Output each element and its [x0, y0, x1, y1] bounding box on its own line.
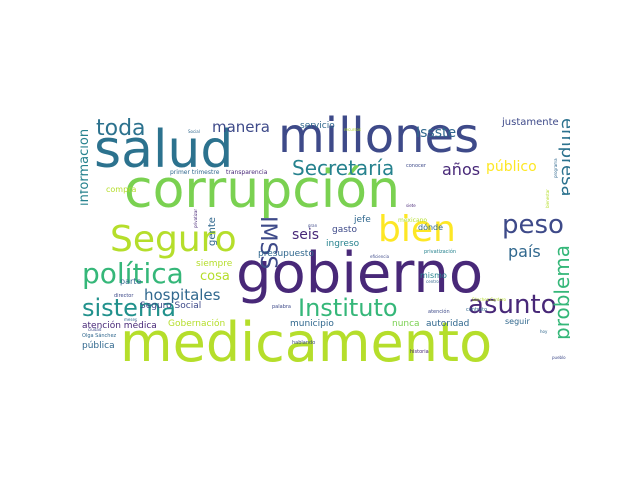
word-presupuesto: presupuesto	[258, 249, 314, 259]
word-hablando: hablando	[292, 340, 316, 346]
word-seguro: Seguro	[110, 219, 237, 260]
word-eficiencia: eficiencia	[370, 254, 390, 259]
word-primer-trimestre: primer trimestre	[170, 169, 220, 176]
word-toda: toda	[96, 116, 146, 141]
word-problema: problema	[550, 244, 570, 340]
word-siete: siete	[406, 203, 416, 208]
word-mexicano: mexicano	[398, 217, 428, 224]
word-manera: manera	[212, 118, 270, 136]
word-conocer: conocer	[406, 163, 426, 169]
word-centro: centro	[426, 279, 439, 284]
word-bien: bien	[378, 209, 456, 250]
word-hoy: hoy	[540, 329, 548, 334]
word-secretaria: Secretaría	[292, 156, 395, 180]
word-sanchez-cordero: Sánchez Cordero	[472, 297, 506, 302]
word-issste: Issste	[416, 125, 457, 141]
word-hospitales: hospitales	[144, 286, 221, 304]
word-instituto: Instituto	[298, 294, 398, 322]
word-palabra: palabra	[272, 304, 291, 310]
word-cloud: corrupción medicamento gobierno salud mi…	[80, 108, 570, 370]
word-gobierno: gobierno	[236, 241, 484, 306]
word-publico: público	[486, 159, 537, 175]
word-compra: compra	[106, 185, 137, 194]
word-seis: seis	[292, 227, 320, 243]
word-sistema: sistema	[82, 294, 176, 322]
word-nunca: nunca	[392, 319, 420, 329]
word-director: director	[114, 293, 134, 299]
word-salud: salud	[94, 120, 234, 180]
word-meses: meses	[124, 317, 137, 322]
word-politica: política	[82, 257, 184, 290]
word-corrupcion: corrupción	[124, 160, 401, 220]
word-gasto: gasto	[332, 225, 357, 235]
word-recursos: recursos	[344, 127, 362, 132]
word-gran: gran	[308, 223, 318, 228]
word-imss: IMSS	[255, 216, 280, 270]
word-transparencia: transparencia	[226, 169, 268, 176]
word-privatizar: privatizar	[193, 209, 198, 228]
word-informacion: información	[80, 128, 92, 206]
word-olga: Olga Sánchez	[82, 333, 117, 339]
word-asunto: asunto	[468, 290, 557, 320]
word-municipio: municipio	[290, 319, 334, 329]
word-gobernacion: Gobernación	[168, 319, 226, 329]
word-autoridad: autoridad	[426, 319, 470, 329]
word-seguro-social: Seguro Social	[140, 301, 202, 311]
word-historia: historia	[410, 349, 429, 355]
word-bienestar: bienestar	[545, 189, 550, 208]
word-atencion-medica: atención médica	[82, 321, 157, 331]
word-contrato: contrato	[466, 307, 488, 313]
word-pueblo: pueblo	[552, 355, 566, 360]
word-mismo: mismo	[420, 271, 447, 280]
word-servicio: servicio	[300, 121, 335, 131]
word-privatizacion: privatización	[424, 249, 457, 255]
word-millones: millones	[278, 108, 480, 164]
word-atencion: atención	[428, 309, 450, 315]
word-parte: parte	[120, 277, 142, 286]
word-pais: país	[508, 242, 541, 261]
word-programa: programa	[553, 158, 558, 178]
word-gente: gente	[207, 217, 218, 246]
word-peso: peso	[502, 210, 564, 240]
word-seguir: seguir	[505, 317, 530, 326]
word-ingreso: ingreso	[326, 239, 360, 249]
word-donde: dónde	[418, 223, 444, 232]
word-empresa: empresa	[557, 118, 570, 197]
word-medicamento: medicamento	[120, 311, 493, 370]
word-jefe: jefe	[354, 215, 371, 225]
word-siempre: siempre	[196, 259, 233, 269]
word-ciudad: ciudad	[88, 327, 102, 332]
word-cosa: cosa	[200, 269, 230, 284]
word-anos: años	[442, 160, 481, 179]
word-publica: pública	[82, 341, 115, 351]
word-justamente: justamente	[502, 117, 559, 128]
word-social: Social	[188, 129, 200, 134]
